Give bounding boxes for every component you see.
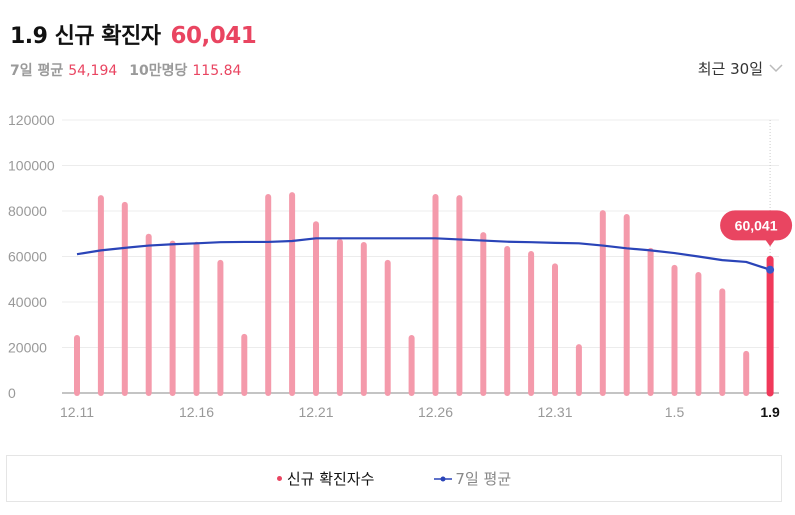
y-tick-label: 100000	[8, 158, 55, 174]
y-tick-label: 20000	[8, 340, 47, 356]
y-tick-label: 60000	[8, 249, 47, 265]
y-tick-label: 40000	[8, 294, 47, 310]
line-dot-icon	[434, 476, 453, 481]
x-tick-label: 12.31	[537, 404, 572, 420]
range-dropdown-label: 최근 30일	[697, 60, 763, 78]
svg-text:60,041: 60,041	[735, 217, 778, 233]
x-tick-label: 12.11	[60, 404, 94, 420]
x-tick-label: 12.21	[298, 404, 333, 420]
y-tick-label: 80000	[8, 203, 47, 219]
chart-header: 1.9 신규 확진자 60,041 7일 평균 54,194 10만명당 115…	[10, 18, 257, 80]
x-tick-label: 1.5	[665, 404, 685, 420]
x-tick-label: 12.26	[418, 404, 453, 420]
weekly-average-point[interactable]	[766, 265, 775, 274]
per-100k-value: 115.84	[192, 63, 242, 79]
y-tick-label: 0	[8, 385, 16, 401]
chart-legend: 신규 확진자수 7일 평균	[6, 455, 782, 502]
weekly-average-label: 7일 평균	[10, 63, 64, 79]
weekly-average-value: 54,194	[68, 63, 118, 79]
range-dropdown[interactable]: 최근 30일	[698, 58, 783, 79]
weekly-average-line	[76, 237, 771, 271]
chart-title: 1.9 신규 확진자	[10, 24, 161, 49]
legend-item-weekly-average[interactable]: 7일 평균	[434, 468, 511, 489]
per-100k-label: 10만명당	[129, 63, 188, 79]
chevron-down-icon	[769, 64, 783, 73]
x-tick-label: 12.16	[179, 404, 214, 420]
new-cases-value: 60,041	[170, 23, 257, 49]
x-tick-label: 1.9	[760, 404, 780, 420]
legend-label-new-cases: 신규 확진자수	[286, 470, 375, 488]
y-tick-label: 120000	[8, 112, 55, 128]
cases-chart[interactable]: 0 20000 40000 60000 80000 100000 120000 12.11 12…	[0, 100, 795, 430]
legend-item-new-cases[interactable]: 신규 확진자수	[276, 468, 375, 489]
legend-label-weekly-average: 7일 평균	[455, 470, 512, 488]
value-tooltip: 60,041	[720, 210, 793, 247]
dot-icon	[276, 476, 282, 481]
